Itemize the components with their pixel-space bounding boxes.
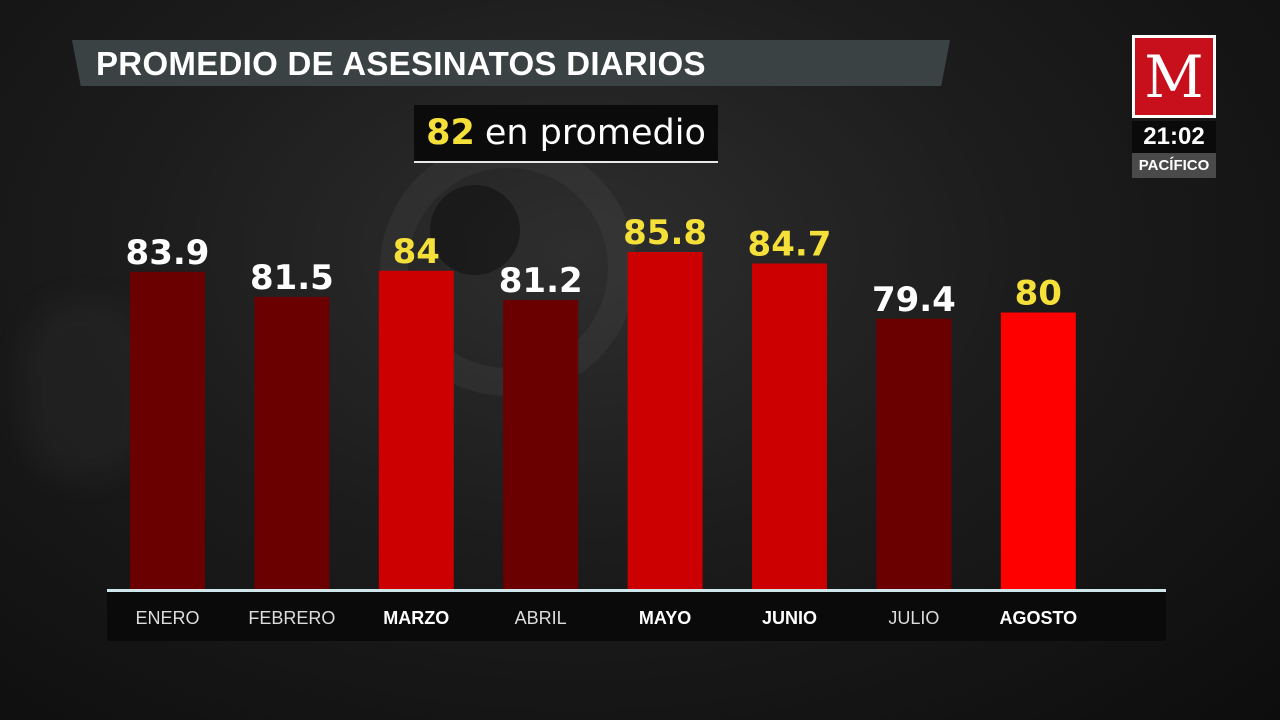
average-value: 82 xyxy=(426,113,475,153)
bar-enero xyxy=(130,271,205,589)
value-label-agosto: 80 xyxy=(1015,274,1062,314)
average-box: 82 en promedio xyxy=(414,105,718,163)
value-label-enero: 83.9 xyxy=(126,233,210,273)
bar-marzo xyxy=(378,270,454,589)
bar-agosto xyxy=(1000,312,1076,589)
category-label-agosto: AGOSTO xyxy=(999,608,1077,628)
bar-junio xyxy=(752,263,827,589)
value-label-abril: 81.2 xyxy=(499,261,583,301)
average-label: en promedio xyxy=(484,113,706,153)
clock: 21:02 xyxy=(1132,121,1216,153)
category-label-junio: JUNIO xyxy=(762,608,817,628)
category-label-marzo: MARZO xyxy=(383,608,449,628)
background-gun-bore xyxy=(430,185,520,275)
title-bar xyxy=(72,40,950,86)
bar-julio xyxy=(876,318,952,589)
logo-letter: M xyxy=(1144,42,1204,111)
bar-abril xyxy=(503,299,579,589)
category-label-enero: ENERO xyxy=(135,608,199,628)
value-label-mayo: 85.8 xyxy=(623,213,707,253)
category-label-febrero: FEBRERO xyxy=(248,608,335,628)
x-axis-line xyxy=(107,589,1166,592)
chart-title: PROMEDIO DE ASESINATOS DIARIOS xyxy=(96,45,706,82)
background-blur xyxy=(20,300,150,480)
value-label-febrero: 81.5 xyxy=(250,258,334,298)
timezone-label: PACÍFICO xyxy=(1132,153,1216,178)
category-label-abril: ABRIL xyxy=(515,608,567,628)
milenio-logo: M xyxy=(1132,35,1216,118)
x-axis-band xyxy=(107,589,1166,641)
category-label-mayo: MAYO xyxy=(639,608,691,628)
category-label-julio: JULIO xyxy=(888,608,939,628)
value-label-marzo: 84 xyxy=(393,232,440,272)
bar-febrero xyxy=(254,296,330,589)
value-label-junio: 84.7 xyxy=(748,224,832,264)
value-label-julio: 79.4 xyxy=(872,280,956,320)
bar-mayo xyxy=(627,252,703,589)
